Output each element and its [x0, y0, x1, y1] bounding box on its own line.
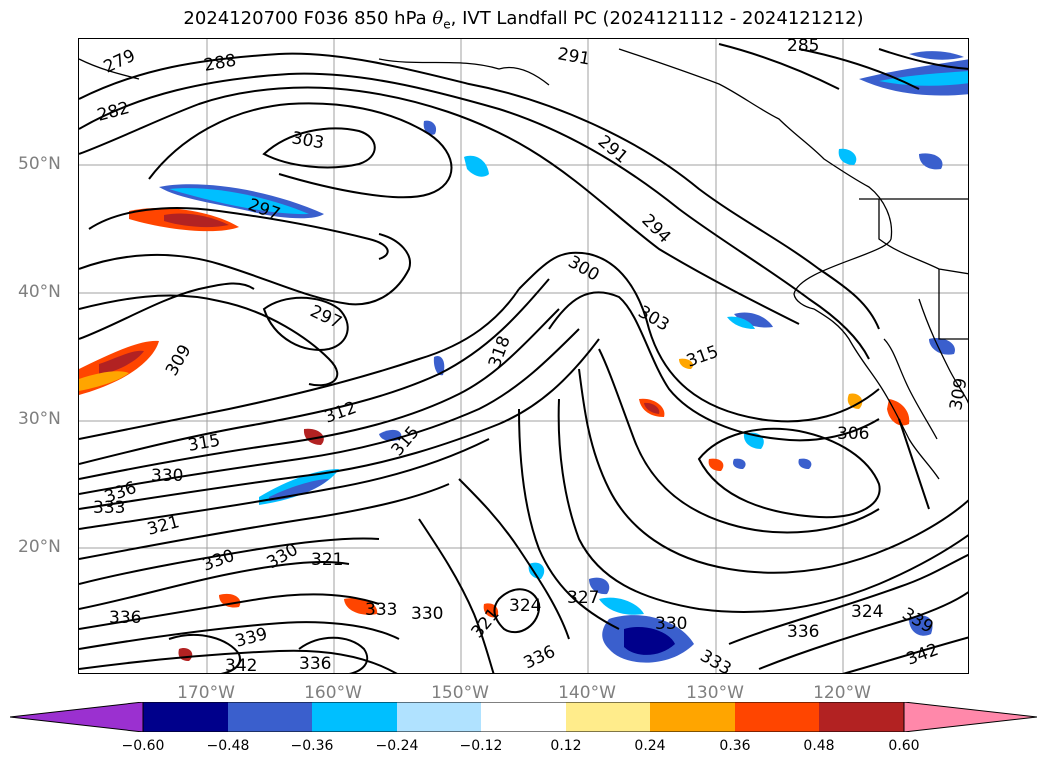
coastlines [79, 48, 968, 480]
colorbar-tick: 0.48 [803, 738, 835, 754]
contour-label: 297 [307, 301, 345, 333]
contour-label: 342 [225, 656, 257, 674]
contour-label: 279 [101, 46, 139, 78]
contour-label: 333 [93, 498, 125, 518]
contour-label: 318 [485, 333, 515, 370]
colorbar-tick: 0.12 [550, 738, 582, 754]
colorbar-tick: −0.12 [459, 738, 503, 754]
colorbar-segment [312, 702, 397, 732]
contour-label: 333 [697, 646, 735, 674]
colorbar-tick: −0.36 [290, 738, 334, 754]
theta-e-contours [79, 43, 968, 673]
contour-label: 324 [509, 596, 541, 616]
colorbar-segment [228, 702, 312, 732]
contour-label: 315 [186, 431, 221, 456]
contour-label: 291 [556, 44, 591, 69]
contour-label: 330 [264, 540, 302, 574]
lat-label: 30°N [18, 409, 61, 429]
contour-label: 330 [411, 604, 443, 624]
contour-label: 330 [151, 466, 183, 486]
contour-label: 321 [311, 550, 343, 570]
colorbar-tick: −0.24 [375, 738, 419, 754]
contour-label: 294 [637, 210, 674, 247]
lon-label: 150°W [431, 683, 489, 703]
colorbar-tick: −0.48 [206, 738, 250, 754]
contour-label: 342 [904, 640, 941, 670]
colorbar-tick: 0.60 [888, 738, 920, 754]
lat-label: 40°N [18, 282, 61, 302]
contour-label: 330 [655, 614, 687, 634]
contour-label: 339 [233, 624, 270, 652]
contour-label: 336 [787, 622, 819, 642]
map-svg: 279 282 285 288 291 291 294 297 297 300 … [79, 39, 969, 674]
colorbar-over-extension [903, 702, 1037, 732]
contour-label: 288 [202, 51, 237, 76]
lat-label: 50°N [18, 154, 61, 174]
contour-label: 285 [787, 39, 819, 56]
gridlines [79, 39, 968, 673]
contour-label: 306 [837, 424, 869, 444]
contour-label: 315 [388, 422, 424, 460]
colorbar-tick: −0.60 [121, 738, 165, 754]
contour-label: 333 [365, 600, 397, 620]
contour-label: 312 [322, 398, 359, 428]
colorbar-tick: 0.36 [719, 738, 751, 754]
colorbar-segment [735, 702, 819, 732]
contour-label: 327 [567, 588, 599, 608]
lon-label: 170°W [177, 683, 235, 703]
colorbar [10, 702, 1037, 732]
contour-label: 330 [200, 546, 237, 576]
colorbar-segment [819, 702, 904, 732]
contour-label: 336 [109, 608, 141, 628]
lat-label: 20°N [18, 537, 61, 557]
contour-label: 309 [946, 376, 969, 411]
colorbar-segment [481, 702, 566, 732]
colorbar-segment [143, 702, 228, 732]
contour-label: 321 [145, 512, 182, 540]
contour-label: 336 [102, 478, 139, 508]
colorbar-under-extension [10, 702, 144, 732]
contour-label: 336 [299, 654, 331, 674]
shading-patches [79, 51, 968, 663]
contour-label: 324 [851, 602, 883, 622]
contour-label: 303 [290, 128, 325, 153]
title-suffix: , IVT Landfall PC (2024121112 - 20241212… [450, 8, 864, 29]
title-subscript: e [443, 17, 451, 32]
colorbar-segment [650, 702, 735, 732]
contour-labels: 279 282 285 288 291 291 294 297 297 300 … [93, 39, 969, 674]
contour-label: 309 [162, 341, 196, 379]
lon-label: 120°W [813, 683, 871, 703]
colorbar-outline [142, 702, 905, 732]
map-panel: 279 282 285 288 291 291 294 297 297 300 … [78, 38, 969, 674]
contour-label: 282 [95, 98, 132, 126]
lon-label: 160°W [304, 683, 362, 703]
title-prefix: 2024120700 F036 850 hPa [183, 8, 433, 29]
contour-label: 291 [594, 132, 632, 168]
colorbar-segment [397, 702, 481, 732]
contour-label: 336 [521, 642, 559, 674]
colorbar-tick: 0.24 [634, 738, 666, 754]
lon-label: 130°W [686, 683, 744, 703]
title-theta: θ [432, 8, 444, 29]
colorbar-segment [566, 702, 650, 732]
map-title: 2024120700 F036 850 hPa θe, IVT Landfall… [0, 8, 1047, 32]
lon-label: 140°W [558, 683, 616, 703]
